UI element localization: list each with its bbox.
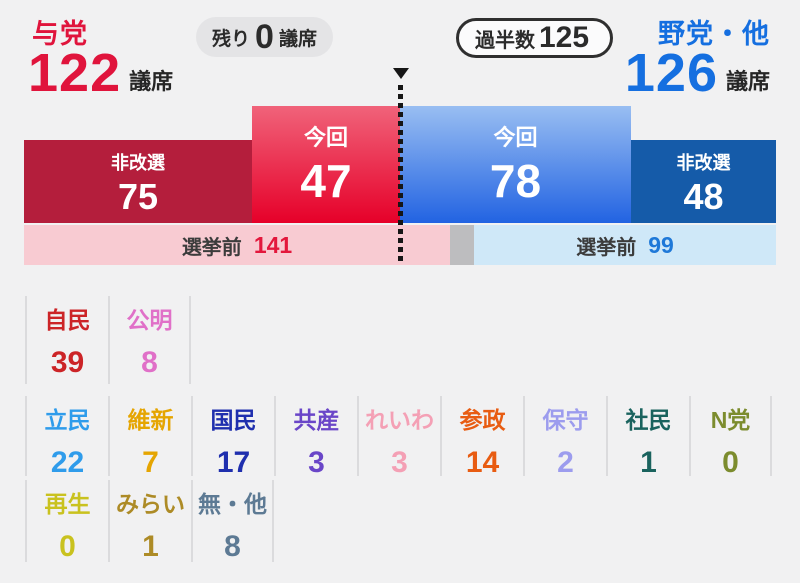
remaining-value: 0 bbox=[255, 18, 274, 56]
pre-election-label: 選挙前 bbox=[576, 236, 637, 259]
pre-election-vacancy-band bbox=[450, 225, 474, 265]
opposition-seat-unit: 議席 bbox=[725, 69, 770, 94]
party-cell-kyosan: 共産 3 bbox=[274, 396, 357, 479]
majority-value: 125 bbox=[539, 21, 590, 54]
party-cell-ishin: 維新 7 bbox=[108, 396, 191, 479]
opposition-group-label: 野党・他 bbox=[658, 19, 770, 49]
opposition-seat-number: 126 bbox=[624, 43, 718, 103]
party-cell-reiwa: れいわ 3 bbox=[357, 396, 440, 479]
party-name: 共産 bbox=[293, 407, 340, 433]
remaining-prefix: 残り bbox=[212, 28, 251, 50]
party-name: 維新 bbox=[127, 407, 174, 433]
party-name: 社民 bbox=[625, 407, 672, 433]
pre-election-value: 99 bbox=[648, 231, 674, 258]
bar-segment-value: 48 bbox=[683, 176, 724, 217]
ruling-seat-unit: 議席 bbox=[129, 69, 174, 94]
party-row-others: 再生 0 みらい 1 無・他 8 bbox=[25, 480, 274, 563]
majority-dotted-line bbox=[398, 85, 403, 265]
party-seats: 3 bbox=[308, 446, 325, 479]
ruling-seat-number: 122 bbox=[28, 43, 122, 103]
bar-segment-label: 今回 bbox=[303, 125, 348, 150]
majority-marker-icon bbox=[393, 68, 409, 79]
majority-pill: 過半数 125 bbox=[456, 18, 614, 58]
majority-label: 過半数 bbox=[475, 29, 535, 52]
party-cell-komei: 公明 8 bbox=[108, 296, 191, 384]
party-name: 国民 bbox=[210, 407, 257, 433]
pre-election-value: 141 bbox=[253, 231, 293, 258]
party-seats: 17 bbox=[216, 446, 251, 479]
opposition-seat-total: 126 議席 bbox=[625, 46, 770, 100]
party-cell-jimin: 自民 39 bbox=[25, 296, 108, 384]
pre-election-opposition-band: 選挙前 99 bbox=[474, 225, 776, 265]
party-cell-nto: N党 0 bbox=[689, 396, 772, 479]
party-seats: 0 bbox=[59, 530, 76, 563]
party-seats: 22 bbox=[50, 446, 85, 479]
party-row-opposition: 立民 22 維新 7 国民 17 共産 3 れいわ 3 参政 14 保守 2 社… bbox=[25, 396, 772, 479]
party-seats: 7 bbox=[142, 446, 159, 479]
party-seats: 8 bbox=[141, 346, 158, 379]
bar-segment-label: 今回 bbox=[493, 125, 538, 150]
party-seats: 14 bbox=[465, 446, 500, 479]
party-seats: 1 bbox=[142, 530, 159, 563]
party-name: みらい bbox=[116, 491, 185, 517]
party-name: 再生 bbox=[44, 491, 91, 517]
party-seats: 2 bbox=[557, 446, 574, 479]
party-name: 自民 bbox=[44, 307, 91, 333]
bar-segment-value: 75 bbox=[117, 176, 159, 217]
party-name: れいわ bbox=[365, 407, 434, 433]
party-name: 立民 bbox=[44, 407, 91, 433]
party-seats: 1 bbox=[640, 446, 657, 479]
ruling-group-label: 与党 bbox=[32, 19, 88, 49]
party-name: 無・他 bbox=[198, 491, 267, 517]
party-row-coalition: 自民 39 公明 8 bbox=[25, 296, 191, 384]
bar-segment-label: 非改選 bbox=[111, 153, 165, 173]
party-seats: 3 bbox=[391, 446, 408, 479]
bar-segment-value: 47 bbox=[300, 155, 352, 207]
party-seats: 8 bbox=[224, 530, 241, 563]
party-name: 保守 bbox=[542, 407, 589, 433]
party-name: N党 bbox=[710, 407, 751, 433]
bar-opposition-not-contested: 非改選 48 bbox=[631, 140, 776, 223]
party-cell-sansei: 参政 14 bbox=[440, 396, 523, 479]
pre-election-ruling-band: 選挙前 141 bbox=[24, 225, 450, 265]
party-cell-mirai: みらい 1 bbox=[108, 480, 191, 563]
party-cell-shamin: 社民 1 bbox=[606, 396, 689, 479]
bar-segment-label: 非改選 bbox=[676, 153, 731, 173]
party-name: 公明 bbox=[126, 307, 173, 333]
remaining-seats-pill: 残り 0 議席 bbox=[196, 17, 333, 57]
remaining-suffix: 議席 bbox=[278, 28, 317, 50]
party-seats: 0 bbox=[722, 446, 739, 479]
party-cell-hoshu: 保守 2 bbox=[523, 396, 606, 479]
party-cell-rikken: 立民 22 bbox=[25, 396, 108, 479]
bar-ruling-current: 今回 47 bbox=[252, 106, 400, 223]
ruling-seat-total: 122 議席 bbox=[28, 46, 173, 100]
pre-election-label: 選挙前 bbox=[181, 236, 242, 259]
party-name: 参政 bbox=[459, 407, 506, 433]
party-seats: 39 bbox=[50, 346, 85, 379]
bar-ruling-not-contested: 非改選 75 bbox=[24, 140, 252, 223]
bar-segment-value: 78 bbox=[489, 155, 542, 207]
bar-opposition-current: 今回 78 bbox=[400, 106, 631, 223]
party-cell-kokumin: 国民 17 bbox=[191, 396, 274, 479]
party-cell-mushozoku: 無・他 8 bbox=[191, 480, 274, 563]
party-cell-saisei: 再生 0 bbox=[25, 480, 108, 563]
